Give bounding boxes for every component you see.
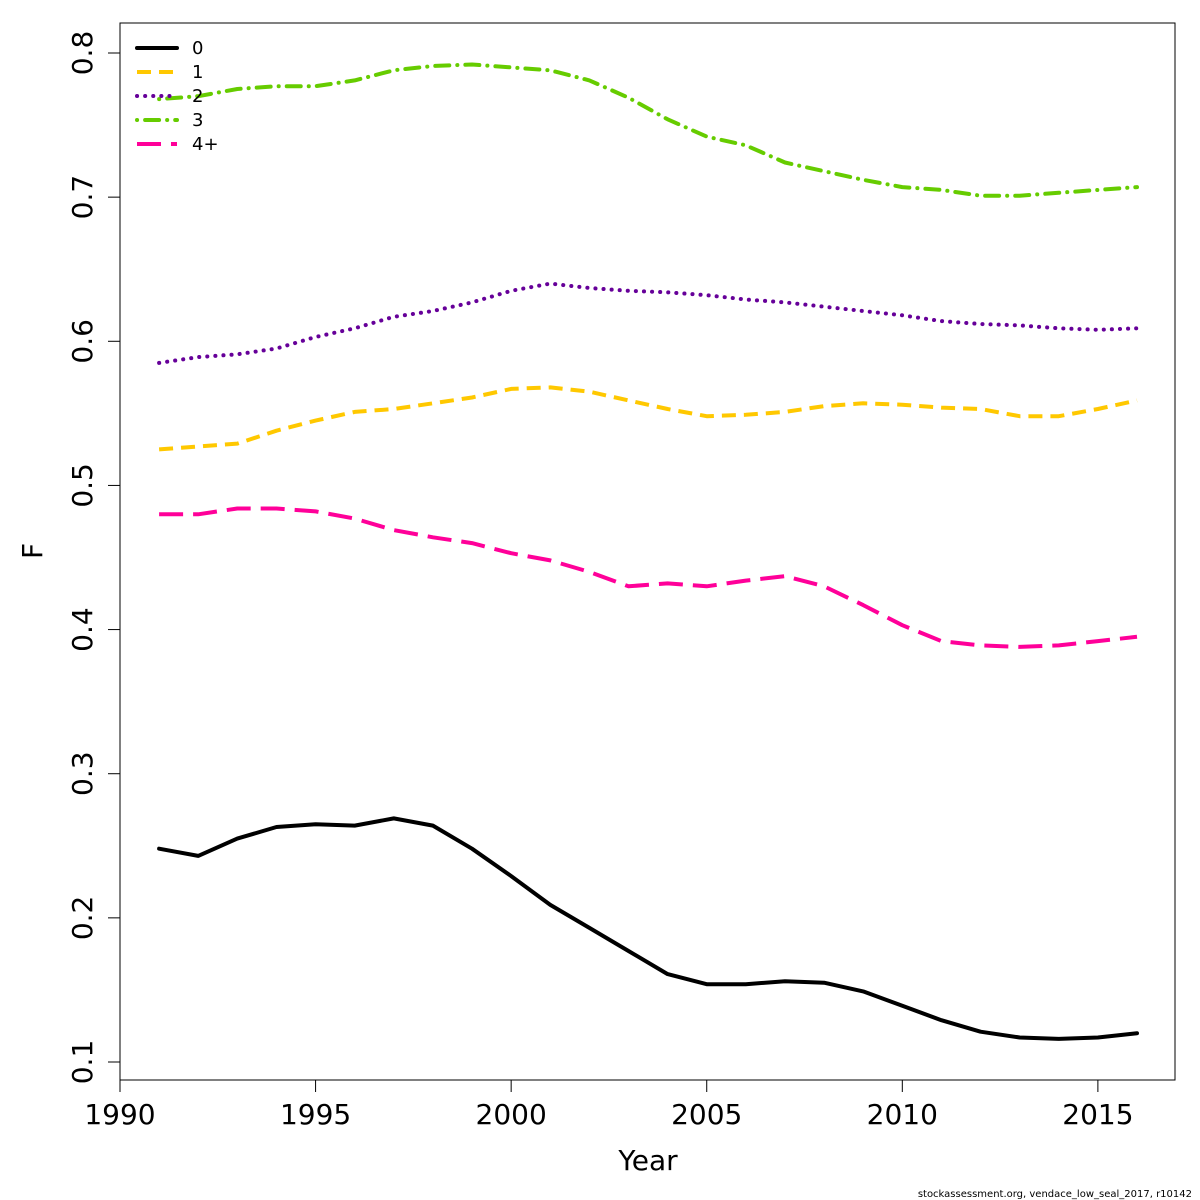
y-tick-label: 0.8 — [66, 31, 99, 76]
y-tick-label: 0.5 — [66, 463, 99, 508]
x-tick-label: 2000 — [476, 1098, 547, 1131]
series-line-2 — [157, 281, 1139, 365]
legend-label-2: 2 — [192, 86, 203, 107]
x-tick-label: 2010 — [867, 1098, 938, 1131]
x-tick-label: 2005 — [671, 1098, 742, 1131]
y-tick-label: 0.1 — [66, 1040, 99, 1085]
series-line-4plus — [159, 506, 1138, 649]
x-tick-label: 1990 — [84, 1098, 155, 1131]
y-tick-label: 0.6 — [66, 319, 99, 364]
legend-label-3: 3 — [192, 110, 203, 131]
legend-label-1: 1 — [192, 62, 203, 83]
y-axis-title: F — [16, 543, 49, 559]
legend: 0 1 2 3 4+ — [135, 38, 219, 155]
legend-label-0: 0 — [192, 38, 203, 59]
x-axis-title: Year — [617, 1144, 678, 1177]
y-tick-label: 0.3 — [66, 751, 99, 796]
y-tick-label: 0.4 — [66, 607, 99, 652]
series-line-1 — [158, 385, 1138, 452]
x-tick-label: 1995 — [280, 1098, 351, 1131]
y-tick-label: 0.7 — [66, 175, 99, 220]
y-tick-label: 0.2 — [66, 896, 99, 941]
y-axis: 0.1 0.2 0.3 0.4 0.5 0.6 0.7 0.8 — [66, 31, 121, 1085]
legend-label-4plus: 4+ — [192, 134, 219, 155]
plot-frame — [119, 22, 1176, 1081]
x-axis: 1990 1995 2000 2005 2010 2015 — [84, 1079, 1134, 1131]
x-tick-label: 2015 — [1062, 1098, 1133, 1131]
series-line-3 — [157, 62, 1139, 198]
series-layer — [157, 62, 1139, 1041]
series-line-0 — [157, 816, 1139, 1041]
caption: stockassessment.org, vendace_low_seal_20… — [918, 1189, 1192, 1200]
